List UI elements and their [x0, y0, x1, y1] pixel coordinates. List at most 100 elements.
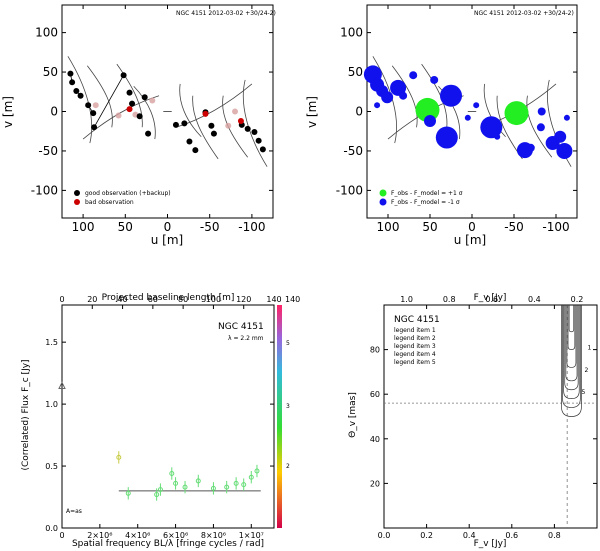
plot-frame: [383, 304, 598, 529]
y-axis-label: Θ_v [mas]: [348, 392, 358, 438]
x-axis-label: u [m]: [454, 233, 486, 247]
baseline-track: [87, 65, 113, 128]
good-observation-point: [73, 87, 80, 94]
x-tick-label: 1×10⁷: [239, 531, 264, 540]
chi2-contour: [566, 305, 577, 368]
baseline-track: [133, 85, 156, 140]
correlated-flux-point: [233, 480, 239, 486]
top-tick-label: 0.6: [485, 295, 498, 304]
legend-line: legend item 4: [394, 351, 436, 358]
good-observation-point: [129, 100, 136, 107]
panel-title: NGC 4151 2012-03-02 +30/24-2): [474, 10, 574, 17]
correlated-flux-point: [169, 470, 175, 476]
contour-label: 2: [584, 367, 588, 374]
baseline-track: [483, 83, 506, 138]
wavelength-label: λ = 2.2 mm: [228, 335, 264, 342]
correlated-flux-point: [254, 468, 260, 474]
x-tick-label: 0: [59, 531, 64, 540]
x-tick-label: 2×10⁶: [87, 531, 112, 540]
negative-residual-point: [563, 114, 570, 121]
legend-text-block: legend item 1 legend item 2 legend item …: [394, 327, 436, 366]
y-tick-label: 20: [370, 479, 380, 488]
y-tick-label: 0.5: [45, 462, 58, 471]
backup-point: [115, 112, 122, 119]
chi2-contour: [565, 305, 578, 382]
negative-residual-point: [409, 71, 418, 80]
y-tick-label: 1.0: [45, 400, 58, 409]
good-observation-point: [210, 130, 217, 137]
negative-residual-point: [526, 143, 535, 152]
good-observation-point: [259, 146, 266, 153]
good-observation-point: [91, 124, 98, 131]
negative-residual-point: [554, 130, 567, 143]
y-tick-label: -50: [38, 144, 58, 158]
correlated-flux-point: [116, 454, 122, 460]
correlated-flux-point: [125, 490, 131, 496]
colorbar-tick-label: 2: [286, 463, 290, 470]
top-tick-label: 100: [206, 295, 221, 304]
top-tick-label: 60: [148, 295, 158, 304]
legend-line: legend item 1: [394, 327, 436, 334]
chi2-contour: [567, 305, 576, 350]
baseline-track: [116, 63, 143, 128]
baseline-track: [192, 95, 219, 160]
legend: good observation (+backup) bad observati…: [74, 190, 171, 206]
x-axis-label: u [m]: [151, 233, 183, 247]
good-observation-point: [120, 72, 127, 79]
top-tick-label: 0.2: [571, 295, 584, 304]
good-observation-point: [69, 79, 76, 86]
x-tick-label: 0.8: [548, 531, 561, 540]
negative-residual-point: [390, 79, 407, 96]
x-tick-label: 0.2: [420, 531, 433, 540]
top-tick-label: 0: [59, 295, 64, 304]
x-tick-label: 0.4: [463, 531, 476, 540]
baseline-segment: [93, 75, 124, 128]
x-tick-label: 0.0: [378, 531, 391, 540]
contour-label: 5: [581, 389, 585, 396]
positive-residual-point: [504, 101, 529, 126]
correlated-flux-point: [157, 487, 163, 493]
top-axis-label: F_v [Jy]: [474, 293, 507, 303]
x-tick-label: 0: [468, 220, 476, 234]
x-tick-label: 0.6: [505, 531, 518, 540]
single-dish-flux-marker: [58, 381, 66, 390]
y-tick-label: 100: [340, 26, 363, 40]
good-observation-point: [67, 70, 74, 77]
correlated-flux-point: [224, 484, 230, 490]
negative-residual-point: [536, 123, 545, 132]
y-tick-label: -100: [336, 183, 363, 197]
visibility-panel: Projected baseline length [m] Spatial fr…: [21, 293, 300, 549]
legend-good-label: good observation (+backup): [85, 190, 171, 197]
top-tick-label: 140: [266, 295, 281, 304]
good-observation-point: [181, 120, 188, 127]
good-observation-point: [136, 113, 143, 120]
chi2-contour: [568, 305, 575, 333]
baseline-track: [391, 65, 418, 128]
top-tick-label: 40: [117, 295, 127, 304]
backup-point: [149, 97, 156, 104]
top-tick-label: 1.0: [400, 295, 413, 304]
panel-title: NGC 4151 2012-03-02 +30/24-2): [176, 10, 276, 17]
y-tick-label: 80: [370, 346, 380, 355]
negative-residual-point: [399, 91, 408, 100]
correlated-flux-point: [248, 474, 254, 480]
y-axis-label: (Correlated) Flux F_c [Jy]: [21, 359, 31, 470]
good-observation-point: [141, 94, 148, 101]
chi2-contour: [561, 305, 582, 417]
legend-line: legend item 2: [394, 335, 436, 342]
chi2-contour: [563, 305, 580, 400]
good-observation-point: [192, 147, 199, 154]
legend-plus-label: F_obs - F_model = +1 σ: [391, 190, 463, 197]
good-observation-point: [85, 102, 92, 109]
panel-title: NGC 4151: [394, 315, 440, 325]
y-tick-label: 50: [348, 65, 363, 79]
good-observation-point: [126, 89, 133, 96]
negative-residual-point: [435, 126, 458, 149]
negative-residual-point: [480, 116, 503, 139]
plot-frame: [61, 304, 275, 529]
good-observation-point: [244, 125, 251, 132]
chi2-contour: [564, 305, 579, 391]
y-tick-label: 50: [43, 65, 58, 79]
correlated-flux-point: [173, 480, 179, 486]
